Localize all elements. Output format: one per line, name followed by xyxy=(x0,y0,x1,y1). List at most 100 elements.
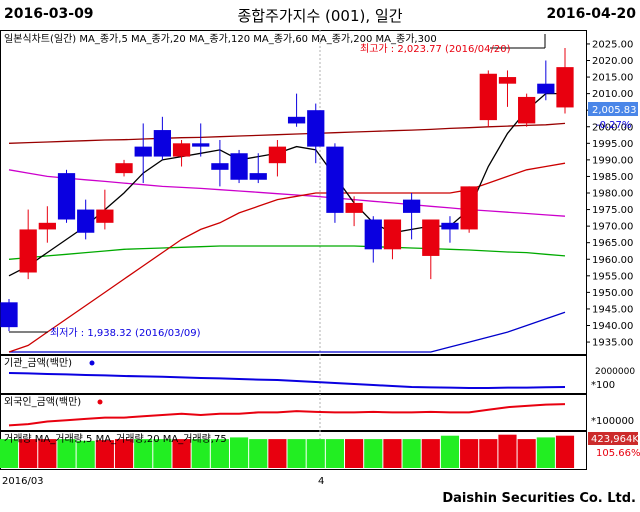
y-tick-label: 1955.00 xyxy=(592,271,633,282)
y-tick-label: 1990.00 xyxy=(592,155,633,166)
candle-body xyxy=(0,302,18,328)
candle-body xyxy=(192,143,210,147)
volume-bar xyxy=(210,439,229,468)
candle-body xyxy=(134,146,152,157)
y-tick-label: 1940.00 xyxy=(592,321,633,332)
y-tick-label: 2000.00 xyxy=(592,122,633,133)
price-legend-item: MA_종가,200 xyxy=(311,33,375,45)
end-date: 2016-04-20 xyxy=(546,6,636,22)
volume-bar xyxy=(0,439,19,468)
inst-legend-dot xyxy=(89,360,95,366)
volume-legend-item: MA_거래량,5 xyxy=(35,433,96,445)
price-panel-frame xyxy=(0,30,587,355)
candle-body xyxy=(249,173,267,180)
y-tick-label: 1945.00 xyxy=(592,304,633,315)
y-tick-label: 2025.00 xyxy=(592,39,633,50)
candle-body xyxy=(518,96,536,124)
y-tick-label: 1975.00 xyxy=(592,205,633,216)
price-legend-item: MA_종가,300 xyxy=(376,33,437,45)
change-pct: -0.27% xyxy=(596,120,631,131)
ma200-line xyxy=(9,311,566,353)
volume-bar xyxy=(76,440,95,468)
chart-header: 2016-03-09 종합주가지수 (001), 일간 2016-04-20 xyxy=(0,0,640,30)
volume-bar xyxy=(517,439,536,468)
volume-bar xyxy=(402,439,421,468)
volume-bar xyxy=(460,439,479,468)
candle-body xyxy=(498,77,517,84)
price-legend-item: MA_종가,120 xyxy=(189,33,253,45)
inst-scale: *100 xyxy=(591,380,615,391)
volume-bar xyxy=(153,439,172,468)
y-tick-label: 1950.00 xyxy=(592,288,633,299)
inst-tick: 2000000 xyxy=(595,367,635,377)
candle-body xyxy=(19,229,37,273)
y-tick-label: 1960.00 xyxy=(592,255,633,266)
candle-body xyxy=(96,209,114,223)
foreign-panel-frame xyxy=(0,394,587,431)
high-label: 최고가 : 2,023.77 (2016/04/20) xyxy=(360,43,511,55)
volume-bar xyxy=(95,440,114,468)
volume-bar xyxy=(479,439,498,468)
ma120-line xyxy=(8,122,566,144)
y-tick-label: 1985.00 xyxy=(592,172,633,183)
current-price-box xyxy=(588,102,638,116)
volume-bar xyxy=(440,435,460,468)
volume-bar xyxy=(421,439,440,468)
candle-body xyxy=(326,146,344,213)
foreign-legend-dot xyxy=(97,399,103,405)
y-tick-label: 1970.00 xyxy=(592,222,633,233)
candle-body xyxy=(556,67,574,108)
footer: Daishin Securities Co. Ltd. xyxy=(0,488,640,512)
volume-legend: 거래량 MA_거래량,5 MA_거래량,20 MA_거래량,75 xyxy=(4,433,227,445)
price-legend-item: MA_종가,5 xyxy=(79,33,131,45)
price-legend-item: 일본식차트(일간) xyxy=(4,33,79,45)
volume-bar xyxy=(325,439,345,468)
candle-body xyxy=(402,199,421,213)
volume-bar xyxy=(114,439,134,468)
foreign-line xyxy=(8,403,566,427)
ma60-line xyxy=(8,245,566,260)
volume-legend-item: MA_거래량,20 xyxy=(96,433,163,445)
candle-body xyxy=(383,219,402,250)
start-date: 2016-03-09 xyxy=(4,6,94,22)
volume-bar xyxy=(134,439,153,468)
candle-body xyxy=(268,146,287,164)
volume-box xyxy=(588,432,638,445)
volume-bar xyxy=(268,439,287,468)
stock-chart[interactable]: 2025.002020.002015.002010.002005.002000.… xyxy=(0,30,640,488)
x-label-day: 4 xyxy=(318,476,324,487)
volume-legend-item: 거래량 xyxy=(4,433,35,445)
candle-body xyxy=(441,222,459,230)
candle-body xyxy=(460,186,478,230)
candle-body xyxy=(364,219,382,250)
candle-body xyxy=(479,73,497,121)
low-label: 최저가 : 1,938.32 (2016/03/09) xyxy=(50,327,201,339)
candle-body xyxy=(211,163,229,170)
volume-bar xyxy=(306,439,325,468)
candle-body xyxy=(172,143,191,157)
inst-line xyxy=(8,372,566,389)
volume-bar xyxy=(536,437,555,468)
volume-bar xyxy=(57,439,76,468)
candle-body xyxy=(287,116,306,124)
candle-body xyxy=(307,110,325,147)
candle-body xyxy=(537,83,555,94)
volume-bar xyxy=(19,439,38,468)
price-legend-item: MA_종가,60 xyxy=(253,33,311,45)
candle-body xyxy=(422,219,440,256)
candle-body xyxy=(38,222,56,230)
foreign-scale: *100000 xyxy=(591,416,634,427)
volume-bar xyxy=(383,439,402,468)
candle-body xyxy=(153,130,172,157)
volume-bar xyxy=(498,434,517,468)
y-tick-label: 1935.00 xyxy=(592,338,633,349)
y-tick-label: 1965.00 xyxy=(592,238,633,249)
candle-body xyxy=(57,173,76,220)
inst-label: 기관_금액(백만) xyxy=(4,357,72,369)
volume-bar xyxy=(249,439,268,468)
price-legend-item: MA_종가,20 xyxy=(131,33,189,45)
volume-bar xyxy=(364,439,383,468)
current-volume: 423,964K xyxy=(591,434,639,445)
candle-body xyxy=(345,202,363,213)
candle-body xyxy=(77,209,95,233)
